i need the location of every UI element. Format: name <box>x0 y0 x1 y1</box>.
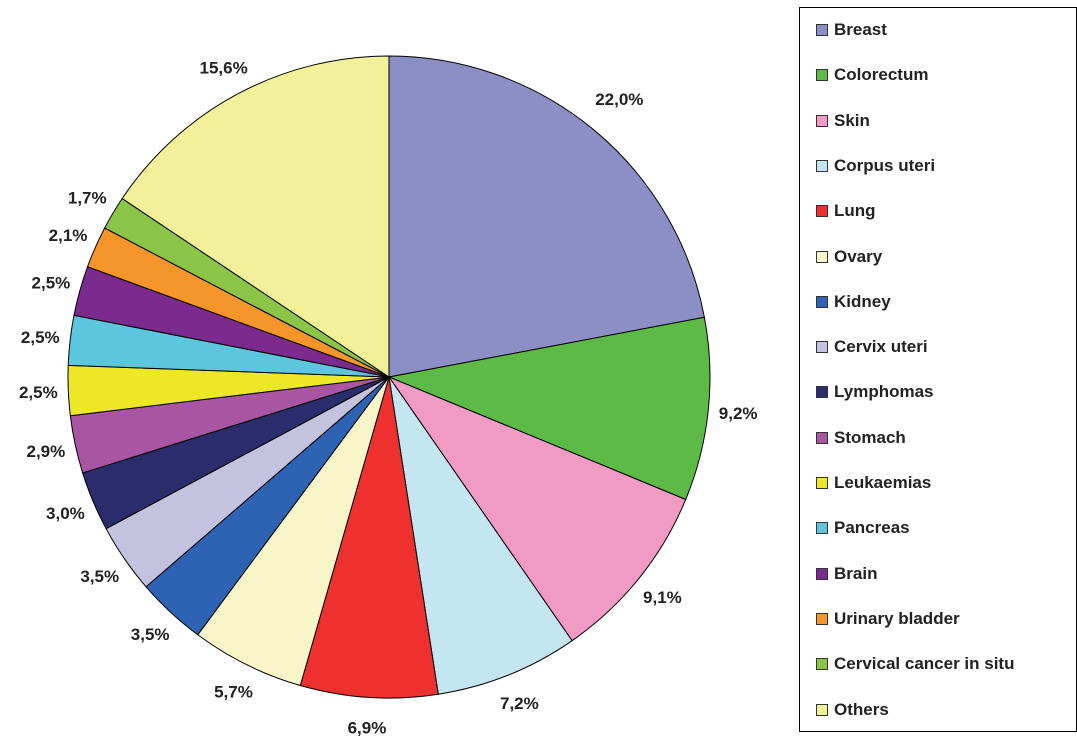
pie-slice-corpus-uteri <box>388 376 573 695</box>
pie-chart: 22,0% 9,2% 9,1% 7,2% 6,9% 5,7% 3,5% 3,5% 3,0% 2,9… <box>19 55 758 736</box>
data-label-pancreas: 2,5% <box>21 328 60 347</box>
legend-item-stomach: Stomach <box>816 427 906 449</box>
legend-swatch <box>816 341 828 354</box>
data-label-skin: 9,1% <box>643 588 682 607</box>
legend-label: Colorectum <box>834 65 929 85</box>
legend-item-pancreas: Pancreas <box>816 517 910 539</box>
legend-label: Stomach <box>834 427 906 447</box>
legend-item-others: Others <box>816 699 889 721</box>
data-label-brain: 2,5% <box>32 274 71 293</box>
legend-label: Lymphomas <box>834 382 934 402</box>
legend-item-urinary-bladder: Urinary bladder <box>816 608 960 630</box>
legend-swatch <box>816 69 828 82</box>
legend-label: Kidney <box>834 291 891 311</box>
data-label-corpus-uteri: 7,2% <box>500 694 539 713</box>
pie-slice-lung <box>299 376 439 699</box>
data-label-leukaemias: 2,5% <box>19 383 58 402</box>
legend-item-lung: Lung <box>816 200 876 222</box>
legend-label: Others <box>834 699 889 719</box>
legend-item-leukaemias: Leukaemias <box>816 472 931 494</box>
data-label-ovary: 5,7% <box>214 683 253 702</box>
legend-label: Pancreas <box>834 518 910 538</box>
data-label-stomach: 2,9% <box>27 442 66 461</box>
legend-item-corpus-uteri: Corpus uteri <box>816 155 935 177</box>
pie-slice-colorectum <box>387 316 711 501</box>
legend-swatch <box>816 386 828 399</box>
legend-swatch <box>816 114 828 127</box>
data-label-lymphomas: 3,0% <box>46 504 85 523</box>
legend-label: Cervix uteri <box>834 337 928 357</box>
legend-item-lymphomas: Lymphomas <box>816 381 934 403</box>
legend-swatch <box>816 522 828 535</box>
legend-label: Ovary <box>834 246 883 266</box>
legend-swatch <box>816 477 828 489</box>
data-label-cervix-uteri: 3,5% <box>80 567 119 586</box>
legend-swatch <box>816 658 828 671</box>
legend-swatch <box>816 24 828 36</box>
legend-item-colorectum: Colorectum <box>816 64 928 86</box>
data-label-cervical-cancer-in-situ: 1,7% <box>68 189 107 208</box>
data-label-kidney: 3,5% <box>131 625 170 644</box>
legend-label: Leukaemias <box>834 473 932 492</box>
legend-label: Brain <box>834 563 878 583</box>
data-label-colorectum: 9,2% <box>719 404 758 423</box>
pie-labels: 22,0% 9,2% 9,1% 7,2% 6,9% 5,7% 3,5% 3,5% 3,0% 2,9… <box>19 58 758 736</box>
legend-label: Breast <box>834 20 887 39</box>
legend-swatch <box>816 159 828 172</box>
legend-swatch <box>816 250 828 263</box>
legend-label: Lung <box>834 201 876 221</box>
legend-item-cervical-cancer-in-situ: Cervical cancer in situ <box>816 653 1014 675</box>
data-label-lung: 6,9% <box>348 718 387 736</box>
legend-swatch <box>816 567 828 580</box>
legend-swatch <box>816 703 828 716</box>
legend-item-kidney: Kidney <box>816 291 891 313</box>
legend-item-brain: Brain <box>816 563 877 585</box>
legend-label: Skin <box>834 110 870 130</box>
data-label-others: 15,6% <box>200 58 248 77</box>
pie-slices <box>67 55 711 699</box>
data-label-breast: 22,0% <box>595 90 643 109</box>
data-label-urinary-bladder: 2,1% <box>49 226 88 245</box>
legend-label: Urinary bladder <box>834 608 960 628</box>
legend-item-breast: Breast <box>816 19 887 41</box>
legend-swatch <box>816 205 828 218</box>
legend: Breast Colorectum Skin Corpus uteri Lung Ovar… <box>799 7 1077 732</box>
legend-swatch <box>816 612 828 625</box>
legend-swatch <box>816 295 828 308</box>
legend-label: Cervical cancer in situ <box>834 654 1015 674</box>
legend-swatch <box>816 431 828 444</box>
legend-label: Corpus uteri <box>834 155 936 175</box>
pie-slice-others <box>121 55 390 378</box>
legend-item-ovary: Ovary <box>816 246 882 268</box>
legend-item-skin: Skin <box>816 110 870 132</box>
pie-slice-skin <box>387 375 687 642</box>
legend-item-cervix-uteri: Cervix uteri <box>816 336 928 358</box>
pie-slice-breast <box>388 55 705 378</box>
